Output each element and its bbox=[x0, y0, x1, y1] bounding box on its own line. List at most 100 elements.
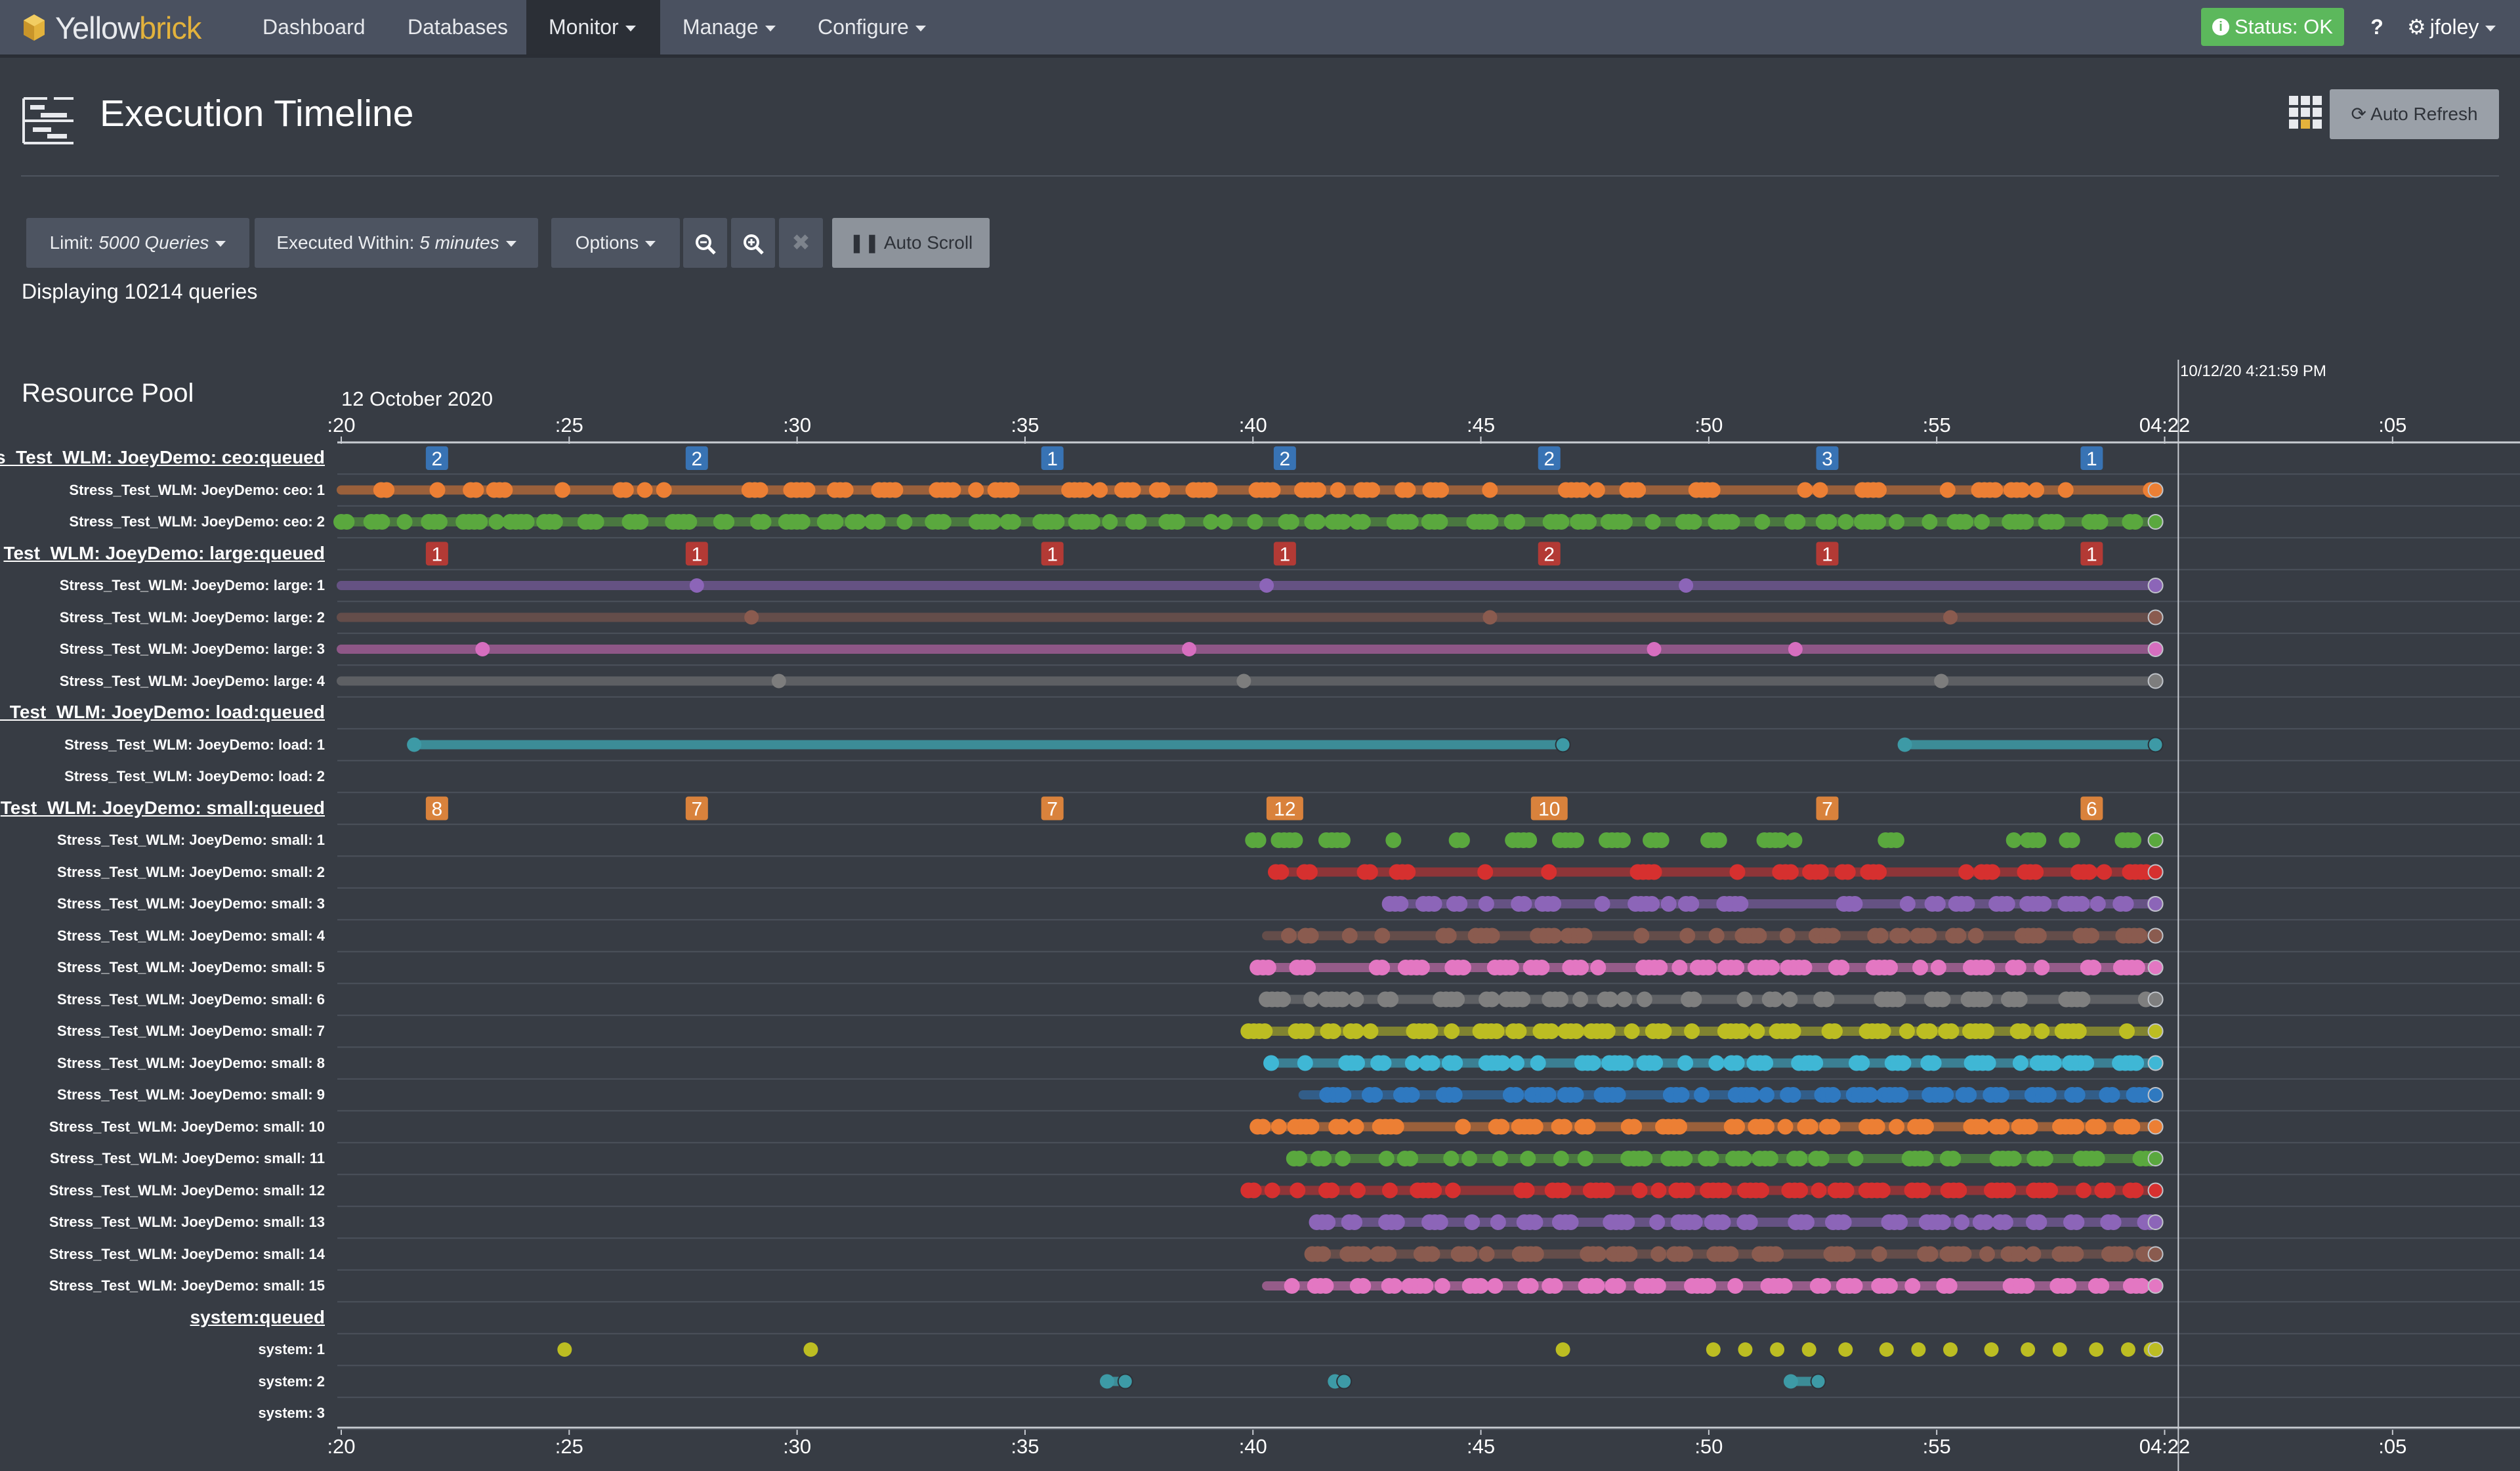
query-point bbox=[1449, 991, 1465, 1008]
query-point bbox=[2064, 832, 2080, 848]
query-point bbox=[1649, 1214, 1666, 1230]
query-point bbox=[1895, 927, 1911, 944]
chevron-down-icon bbox=[2485, 26, 2496, 32]
query-point bbox=[1432, 514, 1448, 530]
axis-tick-bottom: 04:22 bbox=[2139, 1435, 2191, 1458]
query-point bbox=[2147, 1246, 2164, 1262]
query-point bbox=[2040, 1087, 2057, 1103]
query-point bbox=[1870, 482, 1887, 498]
query-point bbox=[2096, 864, 2112, 880]
queue-row-label[interactable]: s_Test_WLM: JoeyDemo: ceo:queued bbox=[0, 447, 325, 467]
nav-configure[interactable]: Configure bbox=[795, 0, 948, 54]
query-point bbox=[1482, 482, 1498, 498]
options-dropdown[interactable]: Options bbox=[551, 218, 680, 268]
query-point bbox=[1280, 927, 1297, 944]
query-point bbox=[1727, 1278, 1744, 1294]
query-point bbox=[1915, 1182, 1931, 1199]
query-point bbox=[2031, 1214, 2048, 1230]
auto-scroll-button[interactable]: ❚❚ Auto Scroll bbox=[832, 218, 990, 268]
refresh-icon: ⟳ bbox=[2351, 104, 2371, 124]
query-point bbox=[1935, 1214, 1951, 1230]
query-point bbox=[1677, 1246, 1693, 1262]
query-point bbox=[945, 482, 961, 498]
query-point bbox=[1922, 514, 1938, 530]
query-point bbox=[2147, 482, 2164, 498]
slot-row-label: Stress_Test_WLM: JoeyDemo: small: 6 bbox=[57, 991, 325, 1008]
limit-dropdown[interactable]: Limit: 5000 Queries bbox=[26, 218, 249, 268]
query-point bbox=[1838, 1182, 1855, 1199]
status-button[interactable]: i Status: OK bbox=[2201, 8, 2344, 46]
query-point bbox=[1581, 514, 1597, 530]
zoom-out-button[interactable] bbox=[683, 218, 727, 268]
help-icon[interactable]: ? bbox=[2370, 15, 2384, 39]
query-point bbox=[1684, 1023, 1700, 1039]
query-point bbox=[1872, 927, 1889, 944]
queue-count-badge bbox=[2080, 446, 2103, 470]
query-point bbox=[1997, 1214, 2013, 1230]
query-point bbox=[1599, 1182, 1615, 1199]
nav-monitor[interactable]: Monitor bbox=[526, 0, 660, 54]
query-point bbox=[1943, 1342, 1958, 1357]
query-point bbox=[2120, 1342, 2135, 1357]
slot-row-label: system: 2 bbox=[258, 1373, 325, 1390]
query-point bbox=[1102, 514, 1118, 530]
nav-manage[interactable]: Manage bbox=[660, 0, 798, 54]
query-point bbox=[1284, 1278, 1300, 1294]
query-point bbox=[1810, 1373, 1826, 1390]
slot-row-label: Stress_Test_WLM: JoeyDemo: ceo: 1 bbox=[69, 481, 325, 498]
query-point bbox=[2022, 1119, 2038, 1135]
queue-row-label[interactable]: Test_WLM: JoeyDemo: large:queued bbox=[3, 542, 325, 563]
queue-count-badge bbox=[425, 542, 448, 566]
query-point bbox=[1785, 1087, 1801, 1103]
executed-within-dropdown[interactable]: Executed Within: 5 minutes bbox=[255, 218, 538, 268]
query-point bbox=[1723, 1246, 1739, 1262]
query-point bbox=[2118, 1023, 2135, 1039]
queue-row-label[interactable]: system:queued bbox=[190, 1306, 325, 1327]
query-point bbox=[2147, 1182, 2164, 1199]
clear-button[interactable]: ✖ bbox=[779, 218, 823, 268]
query-point bbox=[1290, 1182, 1306, 1199]
query-point bbox=[497, 482, 513, 498]
brand-logo-link[interactable]: Yellowbrick bbox=[18, 9, 201, 46]
query-point bbox=[799, 482, 816, 498]
query-point bbox=[1602, 991, 1618, 1008]
nav-dashboard[interactable]: Dashboard bbox=[262, 15, 366, 39]
query-point bbox=[870, 514, 886, 530]
query-point bbox=[1117, 1373, 1133, 1390]
query-point bbox=[2128, 1055, 2145, 1071]
query-point bbox=[1292, 1151, 1308, 1166]
timeline-page-icon bbox=[22, 97, 74, 144]
query-point bbox=[2132, 927, 2148, 944]
queue-row-label[interactable]: Test_WLM: JoeyDemo: small:queued bbox=[0, 797, 325, 818]
query-point bbox=[1556, 1119, 1572, 1135]
current-time-marker-label: 10/12/20 4:21:59 PM bbox=[2180, 362, 2326, 380]
query-point bbox=[1956, 1246, 1972, 1262]
query-point bbox=[1547, 1278, 1563, 1294]
query-point bbox=[1568, 1087, 1584, 1103]
query-point bbox=[1838, 1342, 1853, 1357]
query-point bbox=[755, 514, 772, 530]
query-point bbox=[1287, 832, 1303, 848]
query-point bbox=[1347, 1214, 1363, 1230]
query-point bbox=[1959, 896, 1975, 912]
grid-view-icon[interactable] bbox=[2288, 95, 2323, 130]
queue-row-label[interactable]: _Test_WLM: JoeyDemo: load:queued bbox=[0, 702, 325, 722]
user-menu[interactable]: ⚙ jfoley bbox=[2407, 0, 2496, 54]
query-point bbox=[1316, 1151, 1332, 1166]
auto-refresh-button[interactable]: ⟳ Auto Refresh bbox=[2330, 89, 2499, 139]
nav-databases[interactable]: Databases bbox=[408, 15, 508, 39]
query-point bbox=[1530, 1055, 1546, 1071]
query-point bbox=[1979, 1023, 1995, 1039]
query-point bbox=[1257, 1023, 1273, 1039]
query-point bbox=[1738, 1342, 1753, 1357]
slot-row-label: Stress_Test_WLM: JoeyDemo: small: 11 bbox=[50, 1150, 325, 1166]
query-point bbox=[1452, 896, 1468, 912]
query-point bbox=[2028, 864, 2044, 880]
query-point bbox=[1815, 1278, 1832, 1294]
queue-count-label: 12 bbox=[1274, 799, 1295, 821]
query-point bbox=[1978, 1214, 1994, 1230]
query-point bbox=[1671, 1119, 1688, 1135]
query-point bbox=[1777, 1119, 1794, 1135]
zoom-in-button[interactable] bbox=[731, 218, 775, 268]
